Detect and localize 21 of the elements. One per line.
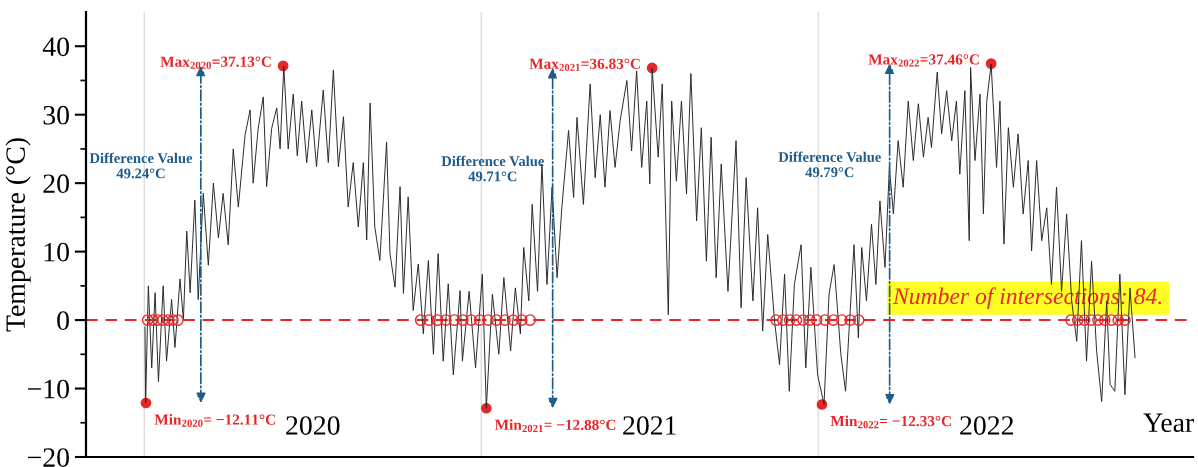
- x-tick-label: 2021: [623, 416, 676, 435]
- annotation: Difference Value 49.24°C: [89, 152, 193, 179]
- y-tick-label: 40: [42, 37, 69, 57]
- annotation: Difference Value 49.79°C: [778, 151, 881, 178]
- data-label: Max$_{2021}$=36.83°C: [529, 58, 640, 71]
- data-label: Max$_{2020}$=37.13°C: [160, 56, 271, 69]
- x-axis-title: Year: [1143, 413, 1194, 433]
- x-tick-label: 2020: [286, 416, 340, 435]
- data-label: Max$_{2022}$=37.46°C: [868, 54, 979, 67]
- y-tick-label: 10: [44, 242, 69, 262]
- x-tick-label: 2022: [960, 416, 1014, 435]
- y-tick-label: −20: [27, 448, 69, 467]
- annotation: Difference Value 49.71°C: [441, 155, 544, 182]
- y-tick-label: −10: [27, 379, 69, 399]
- y-tick-label: 0: [57, 311, 69, 330]
- y-axis-title: Temperature (°C): [5, 138, 31, 332]
- data-label: Min$_{2022}$= −12.33°C: [830, 415, 951, 429]
- data-label: Min$_{2021}$= −12.88°C: [494, 419, 616, 433]
- y-tick-label: 30: [43, 105, 69, 125]
- y-tick-label: 20: [43, 174, 69, 194]
- data-label: Min$_{2020}$= −12.11°C: [154, 414, 275, 427]
